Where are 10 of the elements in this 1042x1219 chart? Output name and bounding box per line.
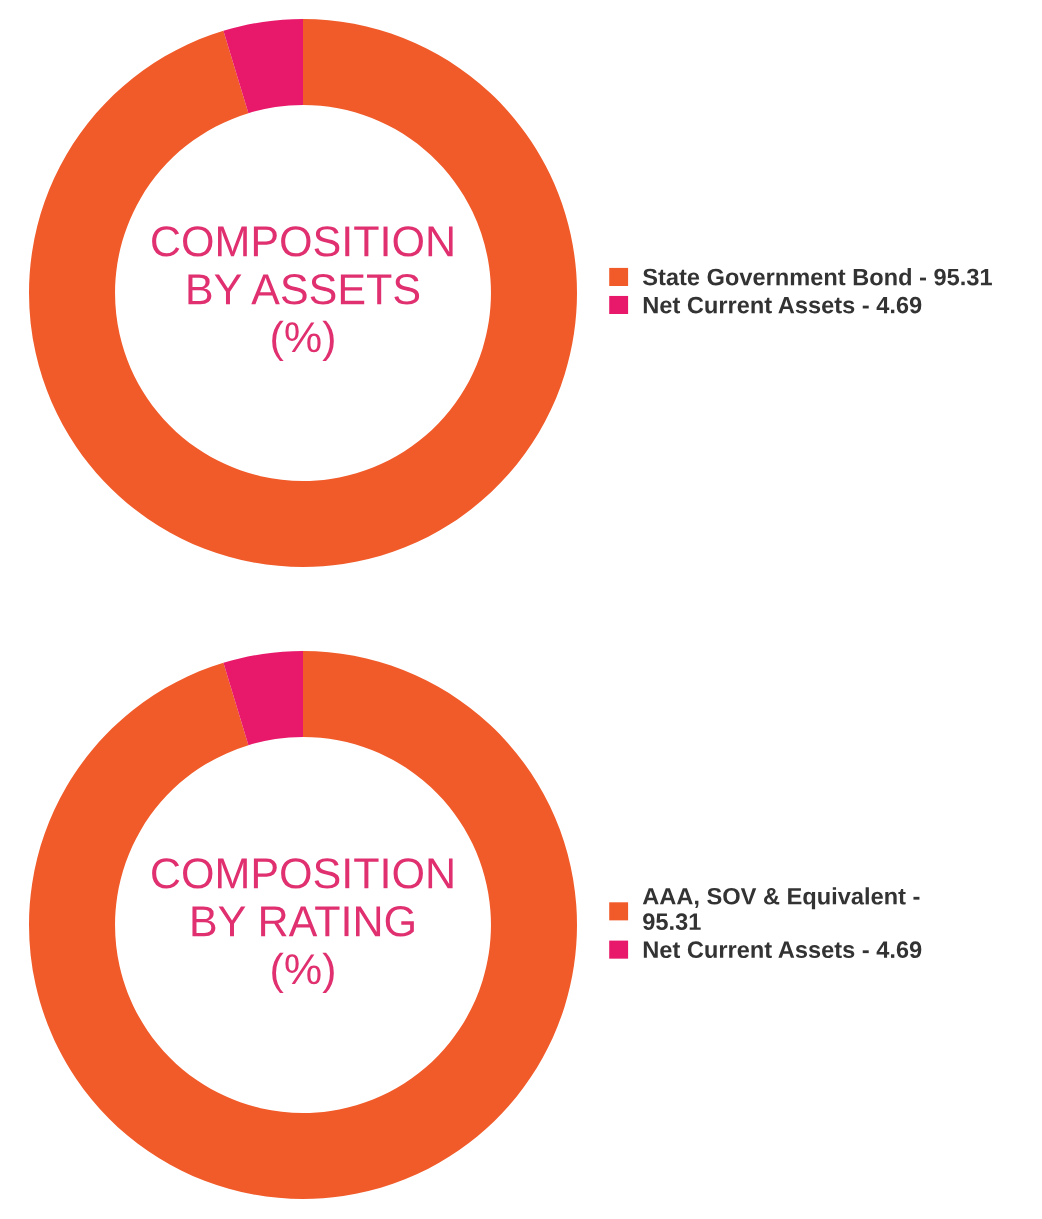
donut-slice bbox=[223, 651, 303, 746]
legend-label: Net Current Assets - 4.69 bbox=[643, 296, 922, 314]
legend-label: Net Current Assets - 4.69 bbox=[643, 941, 922, 959]
text: COMPOSITION BY RATING (%) bbox=[152, 858, 453, 993]
donut-slice bbox=[29, 651, 577, 1199]
legend-label: State Government Bond - 95.31 bbox=[642, 268, 992, 286]
legend-label: AAA, SOV & Equivalent - 95.31 bbox=[642, 887, 920, 931]
donut-slice bbox=[223, 19, 303, 114]
donut-slice bbox=[29, 19, 577, 567]
text: COMPOSITION BY ASSETS (%) bbox=[152, 226, 453, 361]
